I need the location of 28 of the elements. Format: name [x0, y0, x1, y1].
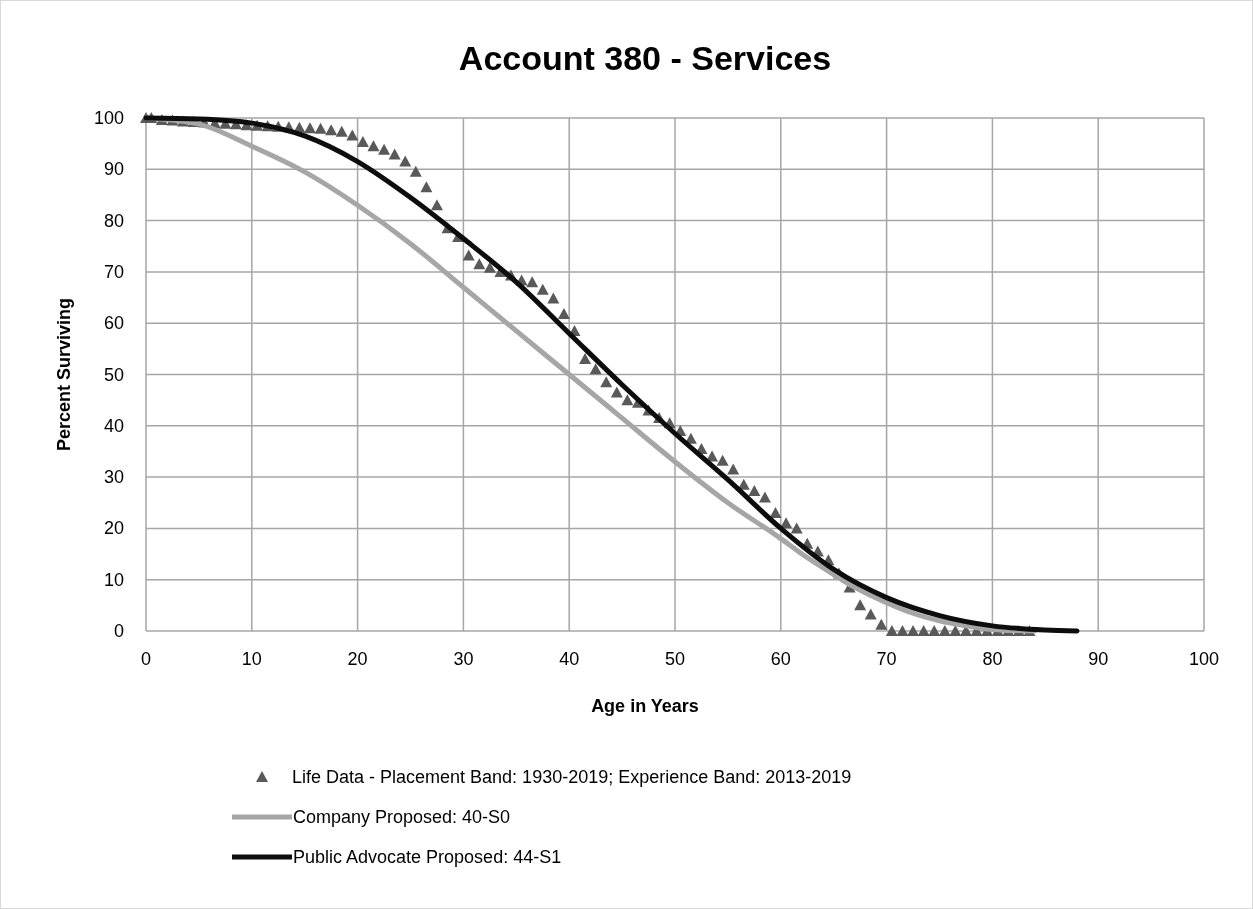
y-tick-label: 0 — [113, 621, 124, 641]
x-tick-label: 80 — [982, 649, 1003, 669]
x-tick-label: 60 — [770, 649, 791, 669]
y-tick-label: 10 — [103, 569, 124, 590]
x-tick-label: 50 — [664, 649, 686, 669]
x-tick-label: 90 — [1088, 649, 1109, 669]
y-tick-label: 90 — [103, 159, 124, 180]
y-tick-label: 30 — [103, 467, 124, 488]
y-tick-label: 20 — [103, 518, 124, 539]
x-tick-label: 10 — [241, 649, 262, 669]
legend-label: Life Data - Placement Band: 1930-2019; Experience Band: 2013-2019 — [292, 767, 852, 787]
y-tick-label: 50 — [103, 364, 124, 385]
y-axis-title: Percent Surviving — [54, 297, 74, 452]
chart-title: Account 380 - Services — [458, 39, 832, 77]
y-tick-label: 80 — [103, 210, 124, 231]
x-tick-label: 20 — [347, 649, 368, 669]
y-tick-label: 40 — [103, 415, 124, 436]
y-tick-label: 60 — [103, 313, 124, 334]
y-tick-label: 70 — [103, 261, 124, 282]
legend-label: Company Proposed: 40-S0 — [293, 807, 511, 827]
x-tick-label: 40 — [559, 649, 580, 669]
x-tick-label: 70 — [876, 649, 897, 669]
x-tick-label: 30 — [453, 649, 474, 669]
x-tick-label: 100 — [1188, 649, 1220, 669]
x-axis-title: Age in Years — [591, 696, 699, 716]
x-tick-label: 0 — [140, 649, 152, 669]
legend-label: Public Advocate Proposed: 44-S1 — [293, 847, 562, 867]
y-tick-label: 100 — [93, 108, 124, 128]
